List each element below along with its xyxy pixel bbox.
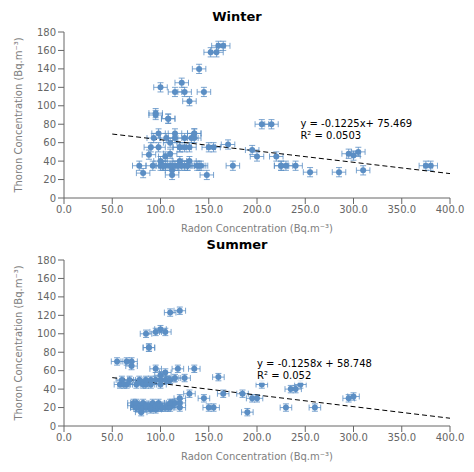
svg-text:350.0: 350.0 — [387, 204, 416, 215]
html-text:Winter: Winter — [212, 9, 262, 24]
svg-text:100: 100 — [37, 328, 56, 339]
svg-text:200.0: 200.0 — [243, 432, 272, 443]
svg-text:400.0: 400.0 — [436, 432, 465, 443]
svg-text:Thoron Concentration (Bq.m⁻³): Thoron Concentration (Bq.m⁻³) — [13, 37, 24, 193]
svg-text:100: 100 — [37, 100, 56, 111]
svg-text:150.0: 150.0 — [194, 432, 223, 443]
svg-text:0: 0 — [50, 193, 56, 204]
svg-text:250.0: 250.0 — [291, 204, 320, 215]
svg-text:60: 60 — [43, 365, 56, 376]
svg-text:350.0: 350.0 — [387, 432, 416, 443]
svg-text:120: 120 — [37, 82, 56, 93]
svg-text:80: 80 — [43, 347, 56, 358]
svg-text:180: 180 — [37, 255, 56, 266]
svg-text:160: 160 — [37, 273, 56, 284]
svg-text:Thoron Concentration (Bq.m⁻³): Thoron Concentration (Bq.m⁻³) — [13, 265, 24, 421]
svg-text:250.0: 250.0 — [291, 432, 320, 443]
svg-text:40: 40 — [43, 384, 56, 395]
svg-text:60: 60 — [43, 137, 56, 148]
svg-text:120: 120 — [37, 310, 56, 321]
svg-text:100.0: 100.0 — [146, 204, 175, 215]
svg-text:400.0: 400.0 — [436, 204, 465, 215]
svg-text:40: 40 — [43, 156, 56, 167]
svg-text:20: 20 — [43, 174, 56, 185]
svg-text:20: 20 — [43, 402, 56, 413]
svg-text:180: 180 — [37, 27, 56, 38]
svg-text:Radon Concentration (Bq.m⁻³): Radon Concentration (Bq.m⁻³) — [181, 223, 333, 234]
svg-text:200.0: 200.0 — [243, 204, 272, 215]
svg-text:0.0: 0.0 — [56, 432, 72, 443]
html-text:Summer: Summer — [206, 237, 268, 252]
svg-text:0.0: 0.0 — [56, 204, 72, 215]
svg-text:80: 80 — [43, 119, 56, 130]
svg-text:50.0: 50.0 — [101, 432, 123, 443]
svg-text:y = -0.1225x+ 75.469R² = 0.050: y = -0.1225x+ 75.469R² = 0.0503 — [300, 118, 412, 141]
svg-text:50.0: 50.0 — [101, 204, 123, 215]
svg-text:Radon Concentration (Bq.m⁻³): Radon Concentration (Bq.m⁻³) — [181, 451, 333, 462]
svg-text:0: 0 — [50, 421, 56, 432]
svg-text:140: 140 — [37, 63, 56, 74]
svg-text:140: 140 — [37, 291, 56, 302]
svg-text:y = -0.1258x + 58.748R² = 0.05: y = -0.1258x + 58.748R² = 0.052 — [257, 358, 372, 381]
svg-text:100.0: 100.0 — [146, 432, 175, 443]
svg-text:300.0: 300.0 — [339, 432, 368, 443]
svg-text:160: 160 — [37, 45, 56, 56]
svg-text:150.0: 150.0 — [194, 204, 223, 215]
svg-text:300.0: 300.0 — [339, 204, 368, 215]
